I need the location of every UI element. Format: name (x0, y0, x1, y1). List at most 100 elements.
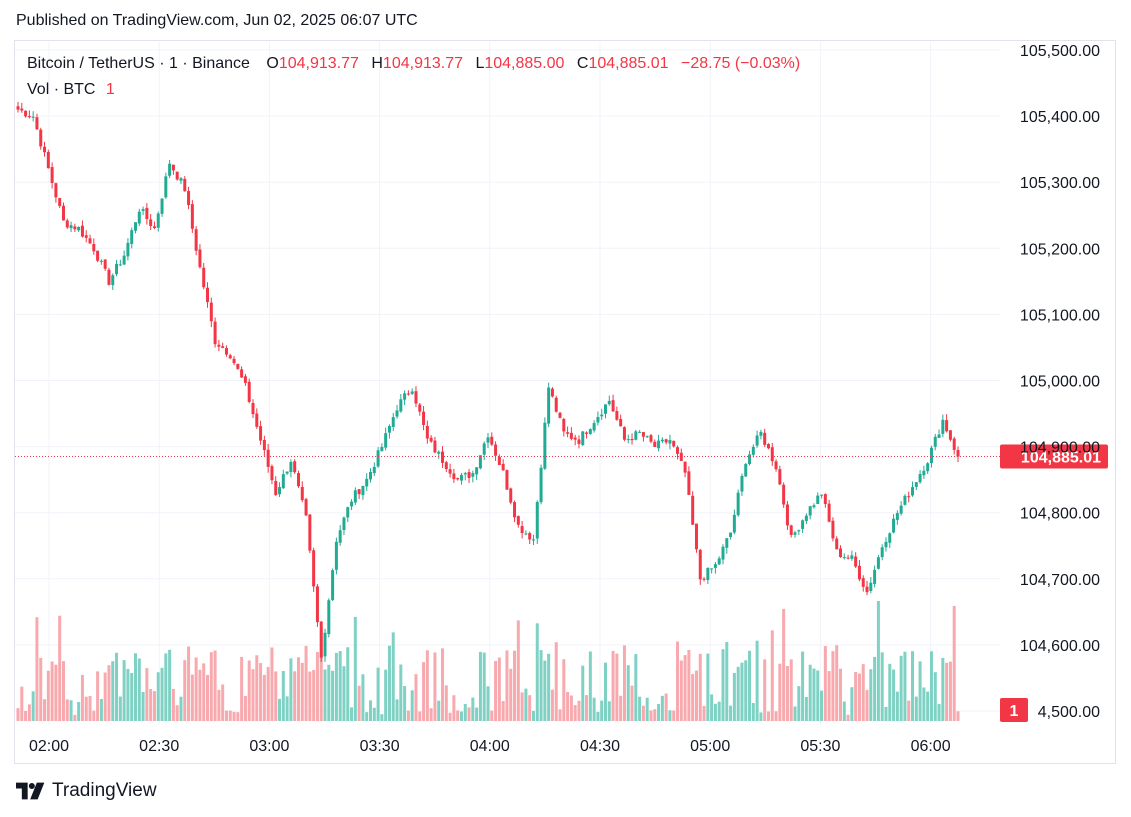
candle-body (929, 447, 933, 464)
candle-body (808, 506, 812, 516)
volume-bar (334, 652, 338, 721)
symbol-label[interactable]: Bitcoin / TetherUS · 1 · Binance (27, 55, 250, 72)
open-value: 104,913.77 (278, 55, 359, 72)
volume-bar (24, 710, 28, 721)
volume-bar (111, 661, 115, 721)
volume-bar (630, 685, 634, 721)
candle-body (573, 437, 577, 440)
candle (604, 404, 607, 419)
volume-bar (490, 710, 494, 721)
candle-body (683, 461, 687, 473)
candle (873, 565, 877, 588)
candle-body (35, 117, 39, 130)
candle (782, 482, 786, 508)
volume-bar (247, 660, 251, 721)
volume-bar (315, 652, 319, 721)
candle (410, 388, 414, 395)
candle (509, 487, 513, 505)
volume-bar (312, 669, 316, 721)
candle-body (243, 376, 247, 383)
candle-body (535, 501, 539, 539)
candle (96, 250, 100, 263)
candle (524, 530, 528, 536)
price-tick-label: 105,500.00 (1020, 43, 1100, 60)
candle (31, 111, 35, 122)
volume-bar (543, 660, 547, 721)
candle (816, 492, 820, 505)
candle (228, 353, 232, 360)
volume-bar (664, 693, 668, 721)
candle (823, 493, 827, 508)
volume-bar (323, 669, 327, 721)
candle (740, 473, 744, 496)
candle-body (213, 321, 217, 345)
volume-legend[interactable]: Vol · BTC 1 (27, 81, 115, 99)
candle-body (331, 570, 335, 601)
candle (179, 176, 183, 185)
candle (103, 259, 107, 271)
volume-bar (547, 653, 551, 721)
volume-bar (725, 641, 729, 721)
candle (259, 420, 263, 445)
chart-frame[interactable] (14, 40, 1116, 764)
candle (183, 176, 187, 192)
candle (789, 524, 793, 538)
footer-brand[interactable]: TradingView (16, 780, 157, 802)
candle-body (84, 235, 88, 238)
tradingview-logo-icon (16, 782, 45, 800)
candle-body (528, 533, 532, 540)
candle (812, 503, 816, 509)
volume-layer (16, 601, 960, 721)
candle-body (31, 116, 35, 118)
ohlc-legend[interactable]: Bitcoin / TetherUS · 1 · Binance O104,91… (27, 55, 800, 73)
candle-body (24, 110, 28, 117)
candle (865, 580, 869, 596)
volume-bar (789, 659, 793, 721)
volume-bar (183, 660, 187, 721)
candle-body (369, 471, 372, 480)
volume-bar (369, 700, 372, 721)
candle-body (751, 446, 755, 455)
candle-body (20, 108, 24, 111)
volume-bar (816, 670, 820, 721)
candle (118, 259, 122, 267)
volume-bar (190, 674, 194, 721)
candle (437, 450, 441, 459)
candle-body (531, 539, 535, 541)
candle (543, 417, 547, 471)
volume-bar (467, 707, 471, 721)
candle-body (827, 503, 831, 522)
volume-bar (922, 687, 926, 721)
candle-body (459, 474, 463, 481)
volume-bar (20, 686, 24, 721)
volume-bar (687, 649, 691, 721)
candle-body (156, 213, 160, 228)
volume-bar (463, 703, 467, 721)
candle-body (797, 530, 801, 532)
volume-bar (240, 656, 244, 721)
candle (653, 439, 657, 448)
candle-body (713, 564, 717, 568)
volume-bar (918, 661, 922, 721)
candle-body (698, 549, 702, 580)
volume-bar (224, 710, 228, 721)
price-tick-label: 105,100.00 (1020, 307, 1100, 324)
volume-bar (865, 690, 869, 721)
volume-bar (804, 697, 808, 721)
candle-body (16, 106, 20, 110)
candle-body (323, 632, 327, 657)
volume-bar (92, 710, 96, 721)
volume-bar (266, 667, 270, 721)
open-label: O (266, 55, 279, 72)
volume-bar (486, 686, 490, 721)
candle (20, 102, 24, 113)
candle (895, 510, 899, 525)
candle (395, 404, 399, 419)
candle-body (152, 226, 156, 229)
candle-body (107, 269, 111, 285)
candle (774, 459, 778, 472)
candle (414, 386, 418, 408)
volume-bar (115, 652, 119, 721)
candle (175, 171, 179, 181)
